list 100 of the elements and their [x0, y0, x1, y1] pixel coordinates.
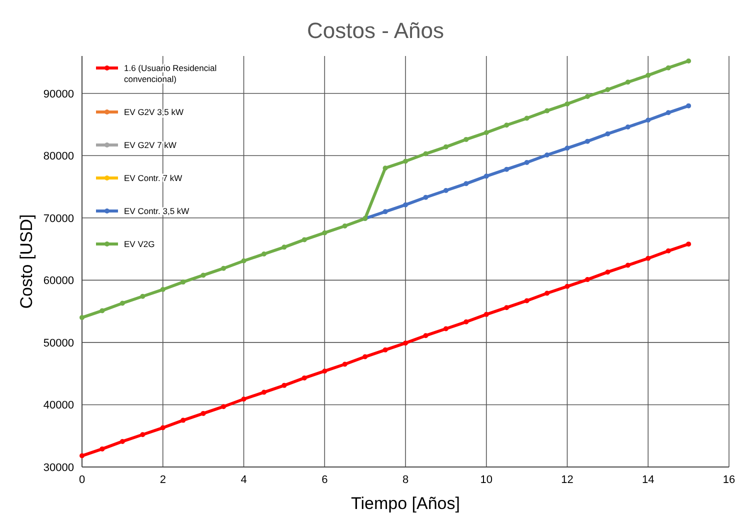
point: [221, 266, 226, 271]
point: [282, 244, 287, 250]
point: [322, 230, 328, 236]
point: [605, 270, 610, 275]
x-tick-label: 4: [240, 474, 247, 486]
point: [605, 87, 610, 92]
point: [464, 136, 469, 142]
point: [261, 390, 266, 395]
point: [666, 248, 671, 254]
point: [100, 308, 105, 314]
point: [302, 237, 307, 242]
point: [100, 446, 105, 452]
y-tick-label: 70000: [43, 212, 74, 225]
point: [302, 375, 307, 380]
point: [382, 209, 388, 214]
x-tick-label: 14: [642, 474, 654, 486]
x-axis-title: Tiempo [Años]: [351, 494, 460, 513]
point: [484, 312, 489, 317]
point: [423, 333, 428, 338]
point: [564, 284, 570, 289]
point: [484, 130, 489, 136]
y-tick-label: 90000: [43, 88, 74, 100]
x-tick-label: 8: [402, 474, 409, 486]
point: [403, 158, 408, 164]
point: [200, 272, 206, 278]
point: [504, 166, 510, 172]
point: [200, 410, 206, 416]
point: [382, 347, 388, 352]
point: [464, 319, 469, 324]
y-tick-label: 60000: [43, 275, 74, 288]
point: [646, 72, 651, 78]
point: [80, 453, 84, 458]
legend-label: EV G2V 7 kW: [124, 140, 176, 150]
point: [584, 94, 590, 99]
point: [504, 305, 510, 310]
x-tick-label: 6: [322, 474, 328, 486]
point: [282, 382, 287, 388]
point: [464, 181, 469, 186]
point: [686, 242, 692, 247]
point: [646, 118, 651, 123]
point: [261, 252, 266, 257]
point: [686, 103, 692, 108]
x-tick-label: 12: [561, 474, 574, 486]
point: [666, 65, 671, 70]
y-tick-label: 50000: [43, 337, 74, 350]
y-tick-label: 80000: [43, 150, 74, 163]
point: [362, 354, 368, 360]
point: [403, 340, 408, 346]
point: [342, 224, 348, 229]
point: [584, 138, 590, 144]
point: [524, 298, 530, 304]
point: [443, 144, 448, 150]
y-tick-label: 30000: [43, 462, 74, 474]
x-tick-label: 2: [160, 474, 166, 486]
point: [403, 202, 408, 208]
point: [160, 425, 166, 430]
x-tick-label: 0: [78, 474, 86, 486]
legend-label: EV Contr. 7 kW: [124, 173, 182, 183]
point: [544, 290, 550, 296]
point: [625, 80, 630, 85]
point: [443, 188, 448, 194]
point: [423, 194, 428, 200]
x-tick-label: 16: [722, 474, 736, 486]
point: [524, 160, 530, 165]
point: [241, 258, 246, 264]
x-tick-label: 10: [480, 474, 492, 486]
point: [322, 368, 328, 374]
point: [544, 108, 550, 114]
point: [140, 294, 146, 299]
point: [625, 262, 630, 268]
point: [443, 326, 448, 332]
point: [686, 58, 692, 64]
point: [241, 396, 246, 402]
legend-label: EV V2G: [124, 239, 155, 249]
point: [584, 277, 590, 282]
point: [423, 151, 428, 156]
point: [625, 124, 630, 130]
point: [140, 432, 146, 438]
point: [221, 404, 226, 410]
point: [80, 315, 84, 320]
point: [160, 287, 166, 292]
y-tick-label: 40000: [43, 400, 74, 412]
point: [564, 146, 570, 151]
point: [544, 152, 550, 158]
point: [180, 280, 186, 285]
point: [504, 122, 510, 128]
point: [666, 110, 671, 116]
point: [484, 174, 489, 179]
point: [646, 256, 651, 261]
point: [382, 166, 388, 171]
point: [564, 101, 570, 106]
y-axis-title: Costo [USD]: [17, 214, 36, 309]
point: [605, 131, 610, 136]
legend-label: EV Contr. 3,5 kW: [124, 206, 190, 216]
point: [120, 300, 125, 306]
point: [180, 418, 186, 423]
point: [120, 438, 125, 444]
point: [342, 362, 348, 367]
chart-title: Costos - Años: [307, 18, 444, 43]
point: [524, 116, 530, 121]
